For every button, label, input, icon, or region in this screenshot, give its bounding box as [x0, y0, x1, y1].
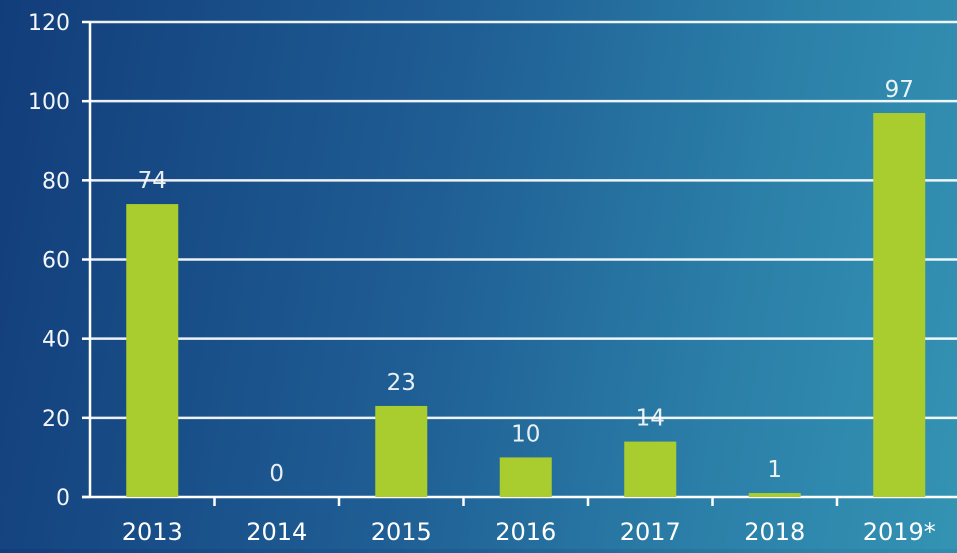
- y-tick-label: 100: [28, 90, 70, 115]
- y-tick-label: 80: [42, 169, 70, 194]
- x-tick-label: 2015: [371, 518, 432, 546]
- data-label: 97: [885, 77, 914, 103]
- bar-2017: [624, 441, 677, 497]
- bar-2013: [126, 204, 179, 498]
- y-tick-label: 0: [56, 486, 70, 511]
- y-tick-label: 20: [42, 407, 70, 432]
- bar-2016: [499, 457, 552, 497]
- data-label: 23: [387, 370, 416, 396]
- y-tick-label: 120: [28, 11, 70, 36]
- x-tick-label: 2014: [246, 518, 307, 546]
- x-tick-label: 2016: [495, 518, 556, 546]
- x-tick-label: 2018: [744, 518, 805, 546]
- data-label: 14: [636, 406, 665, 432]
- data-label: 0: [269, 461, 284, 487]
- data-label: 74: [138, 168, 167, 194]
- y-tick-label: 40: [42, 328, 70, 353]
- y-tick-label: 60: [42, 249, 70, 274]
- bar-2018: [748, 493, 801, 497]
- x-tick-label: 2019*: [863, 518, 936, 546]
- bars: [126, 113, 926, 498]
- bar-2019: [873, 113, 926, 498]
- bar-2015: [375, 405, 428, 497]
- gridlines: [90, 20, 957, 420]
- data-labels: 74 0 23 10 14 1 97: [138, 77, 914, 487]
- data-label: 1: [767, 457, 782, 483]
- x-tick-label: 2017: [620, 518, 681, 546]
- x-tick-label: 2013: [122, 518, 183, 546]
- data-label: 10: [511, 421, 540, 447]
